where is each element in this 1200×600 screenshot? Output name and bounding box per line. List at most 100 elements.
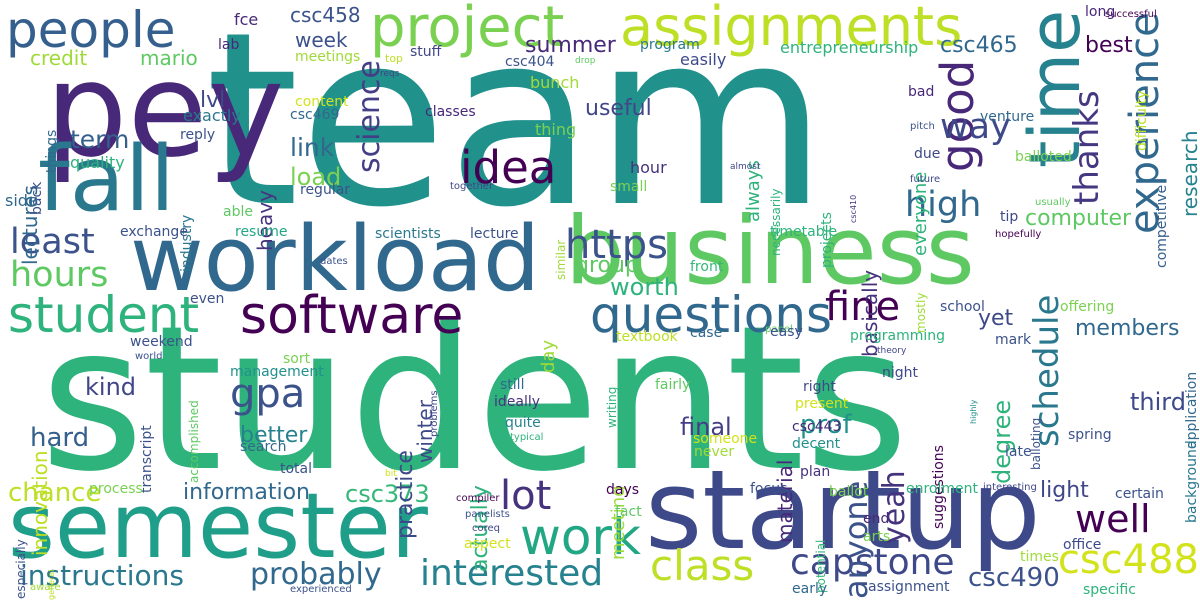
word-someone: someone [693,431,758,447]
word-useful: useful [585,96,652,121]
word-certain: certain [1115,486,1164,502]
word-mostly: mostly [914,292,928,333]
word-well: well [1075,497,1151,541]
word-thing: thing [535,120,577,139]
word-members: members [1075,316,1180,341]
word-balloting: balloting [1029,417,1043,470]
word-questions: questions [590,286,833,344]
word-easy: easy [770,324,803,340]
word-almost: almost [730,162,761,172]
word-tip: tip [1000,209,1019,225]
word-interesting: interesting [983,482,1037,493]
word-gpa: gpa [230,371,306,417]
word-csc458: csc458 [290,3,361,27]
word-bad: bad [908,84,935,100]
word-highly: highly [969,399,978,424]
word-fall: fall [38,127,175,232]
word-competitive: competitive [1154,184,1170,268]
word-days: days [606,482,640,498]
word-information: information [183,480,310,505]
word-team: team [205,0,828,260]
word-aspect: aspect [464,536,511,552]
word-fact: fact [615,504,642,520]
word-small: small [610,179,648,195]
word-early: early [792,581,828,597]
word-https: https [565,222,668,268]
word-least: least [10,222,95,262]
word-projects: projects [819,212,835,268]
word-side: side [5,191,38,210]
word-process: process [89,481,143,497]
word-day: day [538,339,559,373]
word-lot: lot [500,473,552,519]
word-times: times [1020,549,1059,565]
word-program: program [640,37,700,53]
word-csc488: csc488 [1057,537,1199,583]
word-group: group [575,253,639,278]
word-pey: pey [45,34,285,186]
word-hours: hours [10,255,109,295]
word-semester: semester [8,474,428,579]
word-similar: similar [554,239,568,280]
word-quite: quite [505,415,541,431]
word-csc410: csc410 [849,194,858,223]
word-meetings: meetings [295,49,361,65]
word-easily: easily [680,50,727,69]
word-decent: decent [792,436,841,452]
word-csc404: csc404 [505,54,555,70]
word-classes: classes [425,104,476,120]
word-world: world [135,351,163,362]
word-theory: theory [877,346,907,356]
word-practice: practice [393,450,418,539]
word-venture: venture [980,109,1035,125]
word-heavy: heavy [253,190,277,251]
word-workload: workload [130,207,541,312]
word-csc490: csc490 [968,563,1060,593]
word-management: management [230,364,324,380]
word-application: application [1184,371,1200,449]
word-assignment: assignment [868,579,950,595]
word-problems: problems [429,390,440,437]
word-entrepreneurship: entrepreneurship [780,38,919,57]
word-weekend: weekend [130,334,193,350]
word-light: light [1040,478,1089,503]
word-link: link [290,133,335,162]
word-coreq: coreq [472,523,501,534]
word-especially: especially [14,539,28,599]
word-student: student [8,286,200,344]
word-prof: prof [800,410,852,440]
word-business: business [565,197,975,306]
word-lab: lab [218,37,240,53]
word-arts: arts [863,529,891,545]
word-resume: resume [235,224,288,240]
word-timetable: timetable [770,224,838,240]
word-aware: aware [30,582,61,593]
word-typical: typical [510,432,544,443]
word-late: late [1005,444,1032,460]
word-way: way [940,107,1011,147]
word-assignments: assignments [620,0,963,58]
word-writing: writing [605,386,619,428]
word-exchange: exchange [120,224,188,240]
word-third: third [1130,388,1186,416]
word-panelists: panelists [465,509,510,520]
word-top: top [385,52,404,65]
word-quality: quality [70,153,125,172]
word-term: term [70,125,130,154]
word-office: office [1063,537,1102,553]
word-content: content [295,94,349,110]
word-work: work [520,508,641,566]
word-thanks: thanks [1067,90,1107,205]
word-compiler: compiler [456,493,500,504]
word-degree: degree [988,399,1016,484]
word-reply: reply [180,127,216,143]
word-experienced: experienced [290,584,352,595]
word-interested: interested [420,553,604,594]
word-week: week [295,28,348,52]
word-necessarily: necessarily [769,188,783,256]
word-case: case [690,325,723,341]
word-fine: fine [825,284,901,330]
word-reqs: reqs [380,69,400,79]
word-pitch: pitch [910,121,935,132]
word-enrolment: enrolment [906,481,979,497]
